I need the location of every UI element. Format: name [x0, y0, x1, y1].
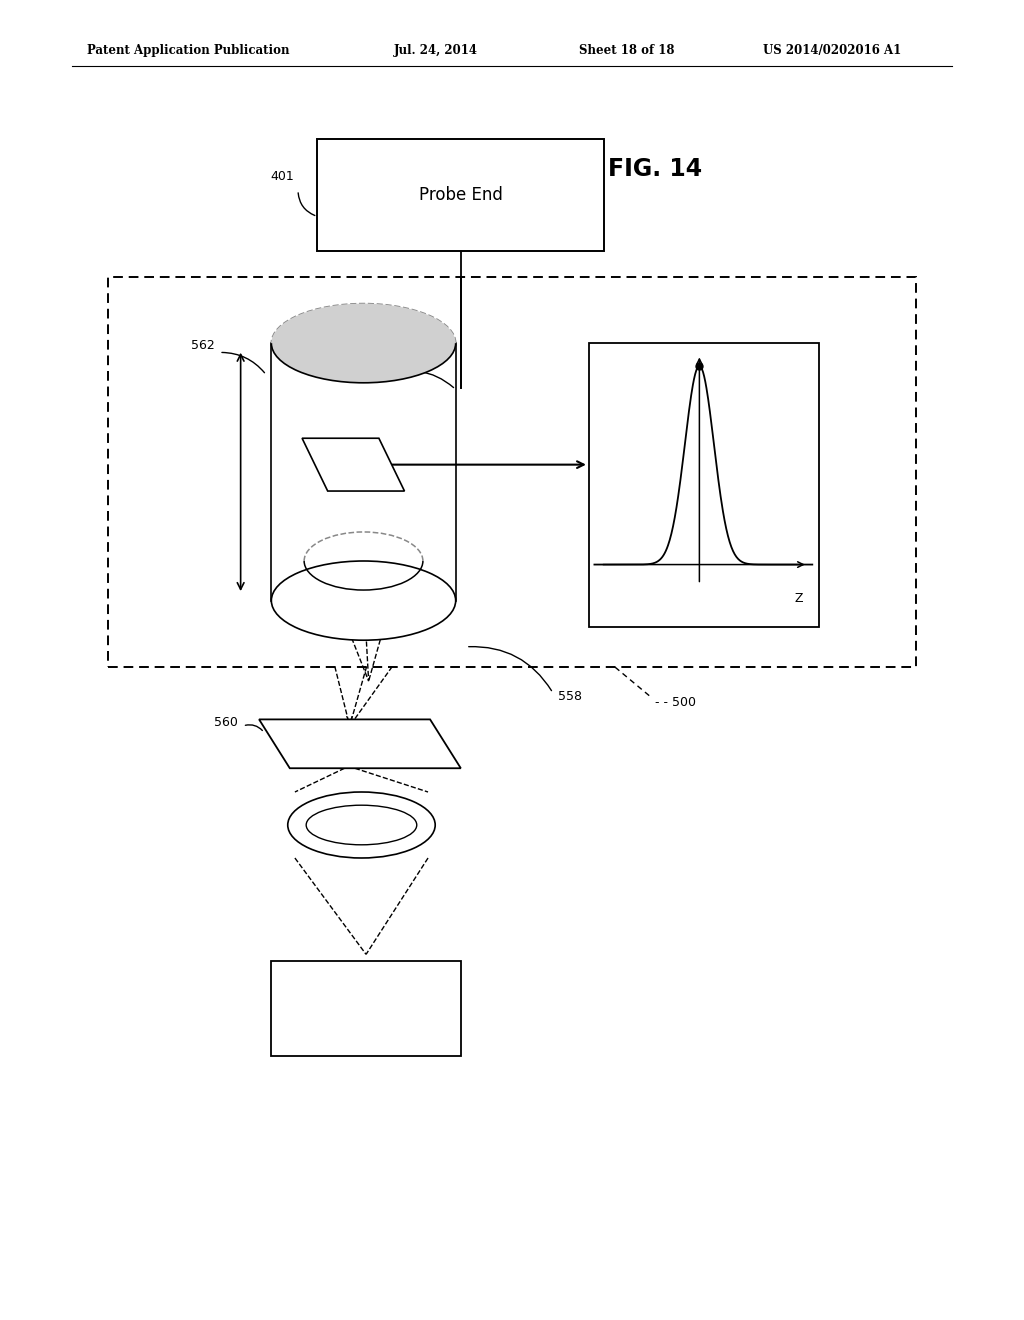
- Bar: [108, 277, 916, 667]
- Polygon shape: [259, 719, 461, 768]
- Text: FIG. 14: FIG. 14: [608, 157, 702, 181]
- Text: - - 500: - - 500: [655, 696, 696, 709]
- Text: US 2014/0202016 A1: US 2014/0202016 A1: [763, 44, 901, 57]
- Text: Sheet 18 of 18: Sheet 18 of 18: [579, 44, 674, 57]
- Polygon shape: [302, 438, 404, 491]
- Text: Jul. 24, 2014: Jul. 24, 2014: [394, 44, 478, 57]
- Bar: [317, 139, 604, 251]
- Text: Z: Z: [795, 593, 803, 605]
- Bar: [271, 961, 461, 1056]
- Text: Probe End: Probe End: [419, 186, 503, 203]
- Text: V: V: [346, 715, 353, 726]
- Ellipse shape: [271, 304, 456, 383]
- Text: Patent Application Publication: Patent Application Publication: [87, 44, 290, 57]
- Text: 560: 560: [214, 715, 238, 729]
- Bar: [589, 343, 819, 627]
- Ellipse shape: [288, 792, 435, 858]
- Text: 562: 562: [191, 339, 215, 352]
- Text: 401: 401: [270, 170, 294, 183]
- Text: 426: 426: [353, 372, 377, 385]
- Ellipse shape: [271, 561, 456, 640]
- Text: 558: 558: [558, 690, 582, 704]
